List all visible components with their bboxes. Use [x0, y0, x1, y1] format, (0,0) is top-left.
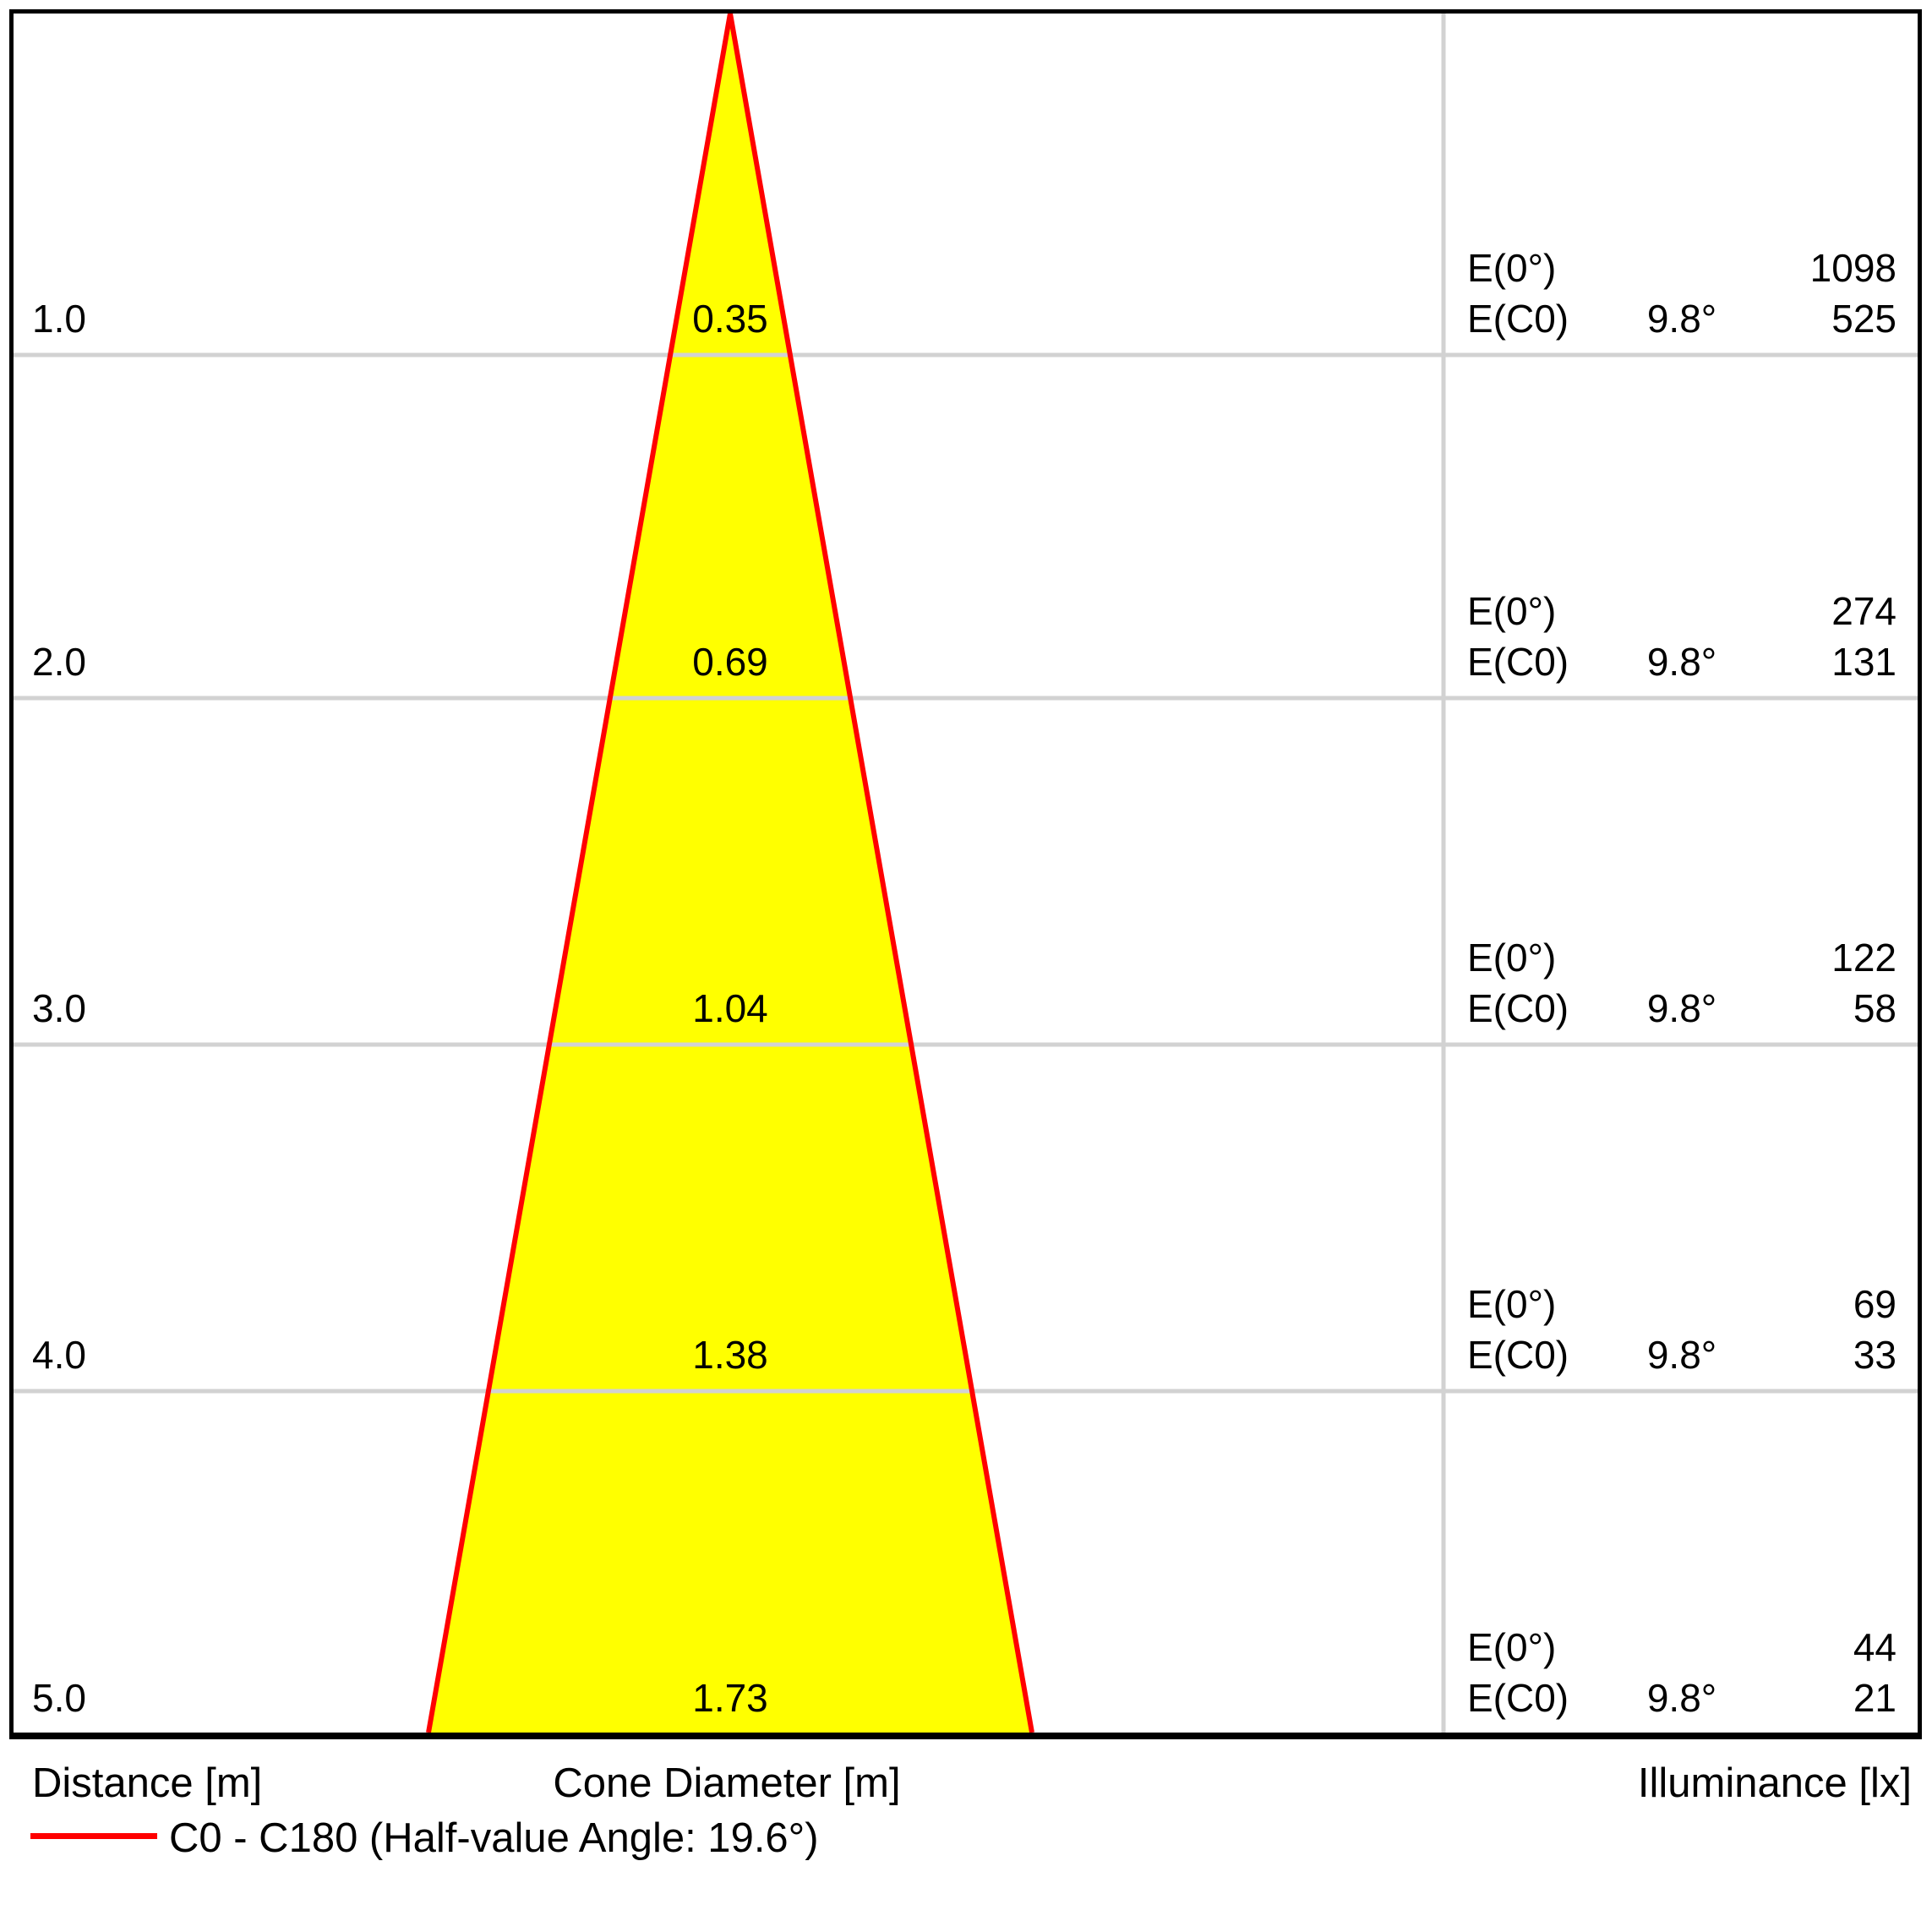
e0-angle	[1611, 586, 1753, 636]
ec0-value: 58	[1853, 986, 1897, 1030]
e0-line: E(0°) 1098	[1467, 243, 1897, 293]
cone-edge-left-line	[426, 14, 733, 1733]
ec0-angle: 9.8°	[1646, 640, 1717, 684]
ec0-value: 131	[1831, 640, 1897, 684]
ec0-label: E(C0)	[1467, 1676, 1569, 1720]
ec0-line: E(C0) 9.8° 33	[1467, 1329, 1897, 1380]
e0-angle	[1611, 243, 1753, 293]
ec0-value: 33	[1853, 1333, 1897, 1377]
illuminance-row-2m: E(0°) 274 E(C0) 9.8° 131	[1467, 586, 1897, 687]
illuminance-row-4m: E(0°) 69 E(C0) 9.8° 33	[1467, 1279, 1897, 1380]
e0-label: E(0°)	[1467, 1282, 1557, 1326]
distance-axis-label: Distance [m]	[32, 1760, 263, 1806]
ec0-label: E(C0)	[1467, 297, 1569, 341]
distance-label-1m: 1.0	[32, 297, 86, 341]
ec0-value: 21	[1853, 1676, 1897, 1720]
distance-label-5m: 5.0	[32, 1676, 86, 1720]
ec0-line: E(C0) 9.8° 131	[1467, 636, 1897, 687]
cone-diagram-canvas	[14, 14, 1918, 1733]
distance-label-2m: 2.0	[32, 640, 86, 684]
e0-line: E(0°) 69	[1467, 1279, 1897, 1329]
ec0-label: E(C0)	[1467, 640, 1569, 684]
light-cone-fill	[428, 14, 1032, 1733]
illuminance-axis-label: Illuminance [lx]	[1637, 1760, 1912, 1806]
e0-angle	[1611, 1622, 1753, 1673]
e0-label: E(0°)	[1467, 589, 1557, 633]
cone-diameter-label-5m: 1.73	[692, 1676, 768, 1720]
distance-label-3m: 3.0	[32, 986, 86, 1030]
e0-angle	[1611, 1279, 1753, 1329]
e0-value: 122	[1831, 936, 1897, 980]
e0-value: 69	[1853, 1282, 1897, 1326]
legend-label: C0 - C180 (Half-value Angle: 19.6°)	[169, 1815, 819, 1861]
ec0-label: E(C0)	[1467, 986, 1569, 1030]
cone-edge-right-line	[728, 14, 1034, 1733]
cone-diameter-label-1m: 0.35	[692, 297, 768, 341]
e0-value: 44	[1853, 1625, 1897, 1669]
e0-line: E(0°) 274	[1467, 586, 1897, 636]
distance-label-4m: 4.0	[32, 1333, 86, 1377]
diagram-frame	[9, 9, 1922, 1739]
e0-line: E(0°) 122	[1467, 932, 1897, 983]
cone-diameter-axis-label: Cone Diameter [m]	[553, 1760, 901, 1806]
e0-label: E(0°)	[1467, 246, 1557, 290]
illuminance-row-5m: E(0°) 44 E(C0) 9.8° 21	[1467, 1622, 1897, 1723]
e0-angle	[1611, 932, 1753, 983]
ec0-angle: 9.8°	[1646, 986, 1717, 1030]
ec0-angle: 9.8°	[1646, 1676, 1717, 1720]
cone-diameter-label-3m: 1.04	[692, 986, 768, 1030]
ec0-angle: 9.8°	[1646, 297, 1717, 341]
illuminance-row-1m: E(0°) 1098 E(C0) 9.8° 525	[1467, 243, 1897, 344]
ec0-label: E(C0)	[1467, 1333, 1569, 1377]
cone-diameter-label-4m: 1.38	[692, 1333, 768, 1377]
ec0-value: 525	[1831, 297, 1897, 341]
e0-line: E(0°) 44	[1467, 1622, 1897, 1673]
e0-value: 1098	[1809, 246, 1897, 290]
e0-value: 274	[1831, 589, 1897, 633]
e0-label: E(0°)	[1467, 936, 1557, 980]
ec0-line: E(C0) 9.8° 21	[1467, 1673, 1897, 1723]
illuminance-row-3m: E(0°) 122 E(C0) 9.8° 58	[1467, 932, 1897, 1034]
e0-label: E(0°)	[1467, 1625, 1557, 1669]
ec0-angle: 9.8°	[1646, 1333, 1717, 1377]
legend-red-line	[30, 1833, 157, 1839]
cone-diameter-label-2m: 0.69	[692, 640, 768, 684]
ec0-line: E(C0) 9.8° 58	[1467, 983, 1897, 1034]
ec0-line: E(C0) 9.8° 525	[1467, 293, 1897, 344]
